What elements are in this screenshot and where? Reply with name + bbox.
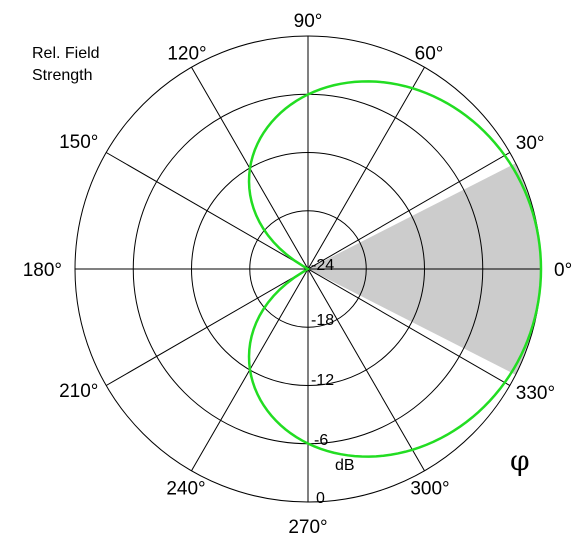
ring-labels: -24 -18 -12 -6 0	[311, 257, 334, 507]
angle-label-180: 180°	[23, 260, 62, 281]
angle-label-330: 330°	[516, 383, 555, 404]
angle-label-270: 270°	[288, 517, 327, 538]
ring-label-minus6: -6	[314, 432, 328, 449]
phi-label: φ	[510, 444, 530, 477]
pattern-curve	[247, 80, 543, 458]
angle-label-240: 240°	[166, 478, 205, 499]
angle-labels: 0° 30° 60° 90° 120° 150° 180° 210° 240° 270° 300° 3…	[23, 11, 572, 538]
chart-title: Rel. Field Strength	[32, 45, 100, 84]
angle-label-60: 60°	[415, 43, 444, 64]
angle-label-150: 150°	[59, 132, 98, 153]
title-line-1: Rel. Field	[32, 45, 100, 62]
pattern-layer	[247, 80, 543, 458]
ring-label-minus18: -18	[311, 312, 334, 329]
title-line-2: Strength	[32, 67, 92, 84]
angle-label-30: 30°	[516, 133, 545, 154]
ring-label-0: 0	[316, 490, 325, 507]
angle-label-210: 210°	[59, 381, 98, 402]
unit-label: dB	[335, 457, 355, 474]
angle-label-300: 300°	[410, 478, 449, 499]
ring-label-minus24: -24	[311, 257, 334, 274]
angle-label-0: 0°	[554, 260, 572, 281]
ring-label-minus12: -12	[311, 372, 334, 389]
angle-label-90: 90°	[294, 11, 323, 32]
angle-label-120: 120°	[167, 43, 206, 64]
